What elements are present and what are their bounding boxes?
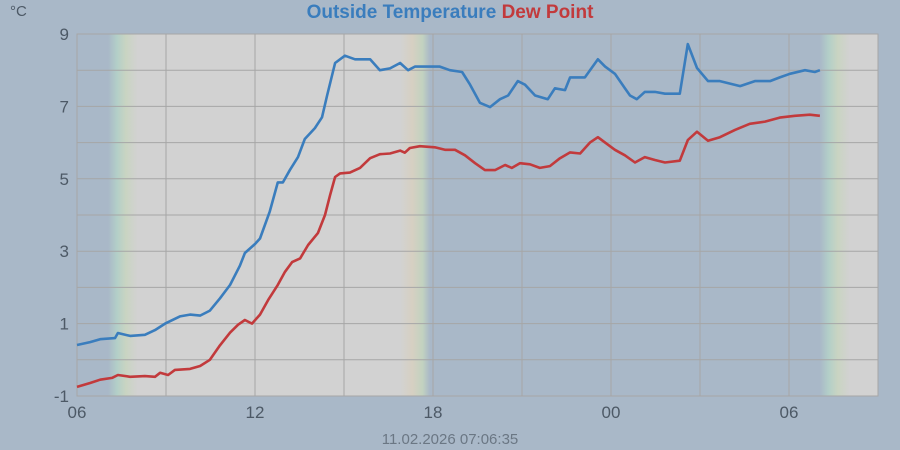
x-tick-label: 06 [68,403,87,422]
y-tick-label: 7 [60,97,69,116]
y-tick-label: 9 [60,25,69,44]
dew-point-line [76,113,821,389]
plot-border [76,33,879,397]
x-tick-label: 06 [780,403,799,422]
timestamp: 11.02.2026 07:06:35 [381,431,519,448]
y-tick-label: -1 [54,387,69,406]
y-tick-label: 1 [60,315,69,334]
y-tick-label: 5 [60,170,69,189]
outside-temperature-line [76,42,821,347]
x-tick-label: 00 [602,403,621,422]
title-outside-temperature: Outside Temperature [306,2,497,23]
x-tick-label: 12 [246,403,265,422]
y-axis-unit: °C [10,3,27,20]
title-dew-point: Dew Point [501,2,594,23]
chart-title: Outside Temperature Dew Point [0,2,900,24]
x-tick-label: 18 [424,403,443,422]
y-tick-label: 3 [60,242,69,261]
